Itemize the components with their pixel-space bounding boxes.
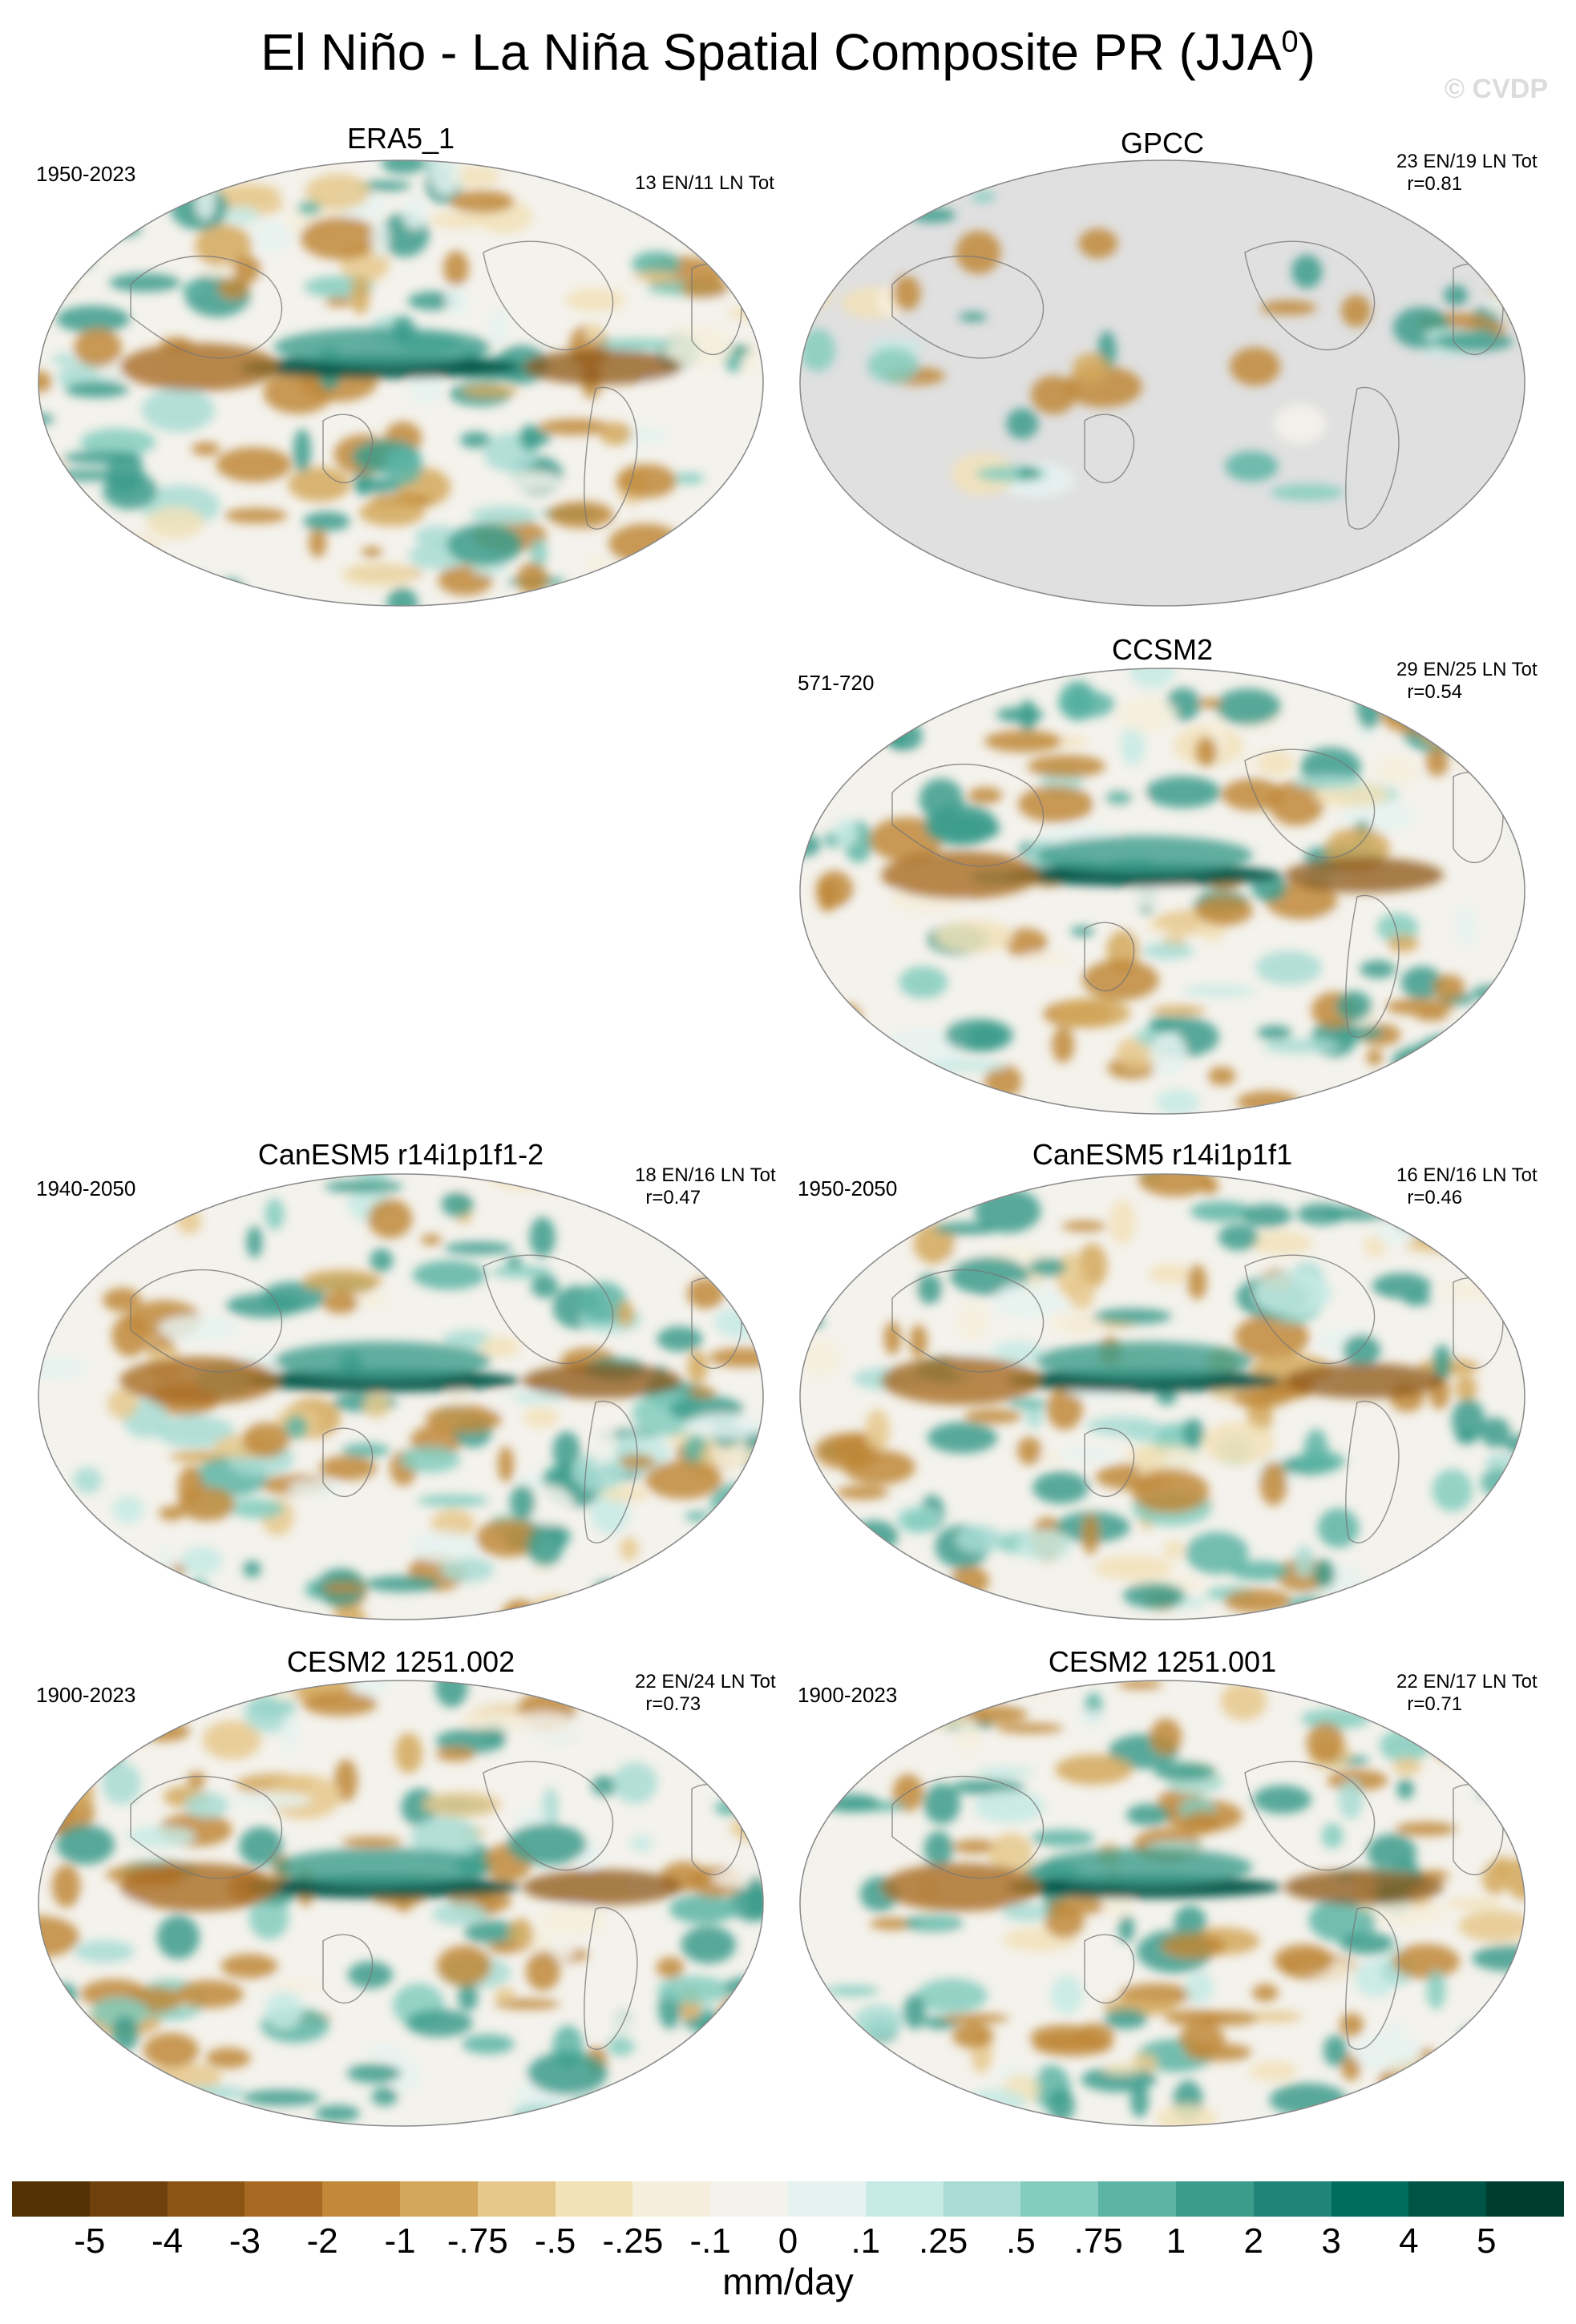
colorbar-tick-label: -3 — [228, 2221, 261, 2261]
colorbar-cell — [12, 2181, 91, 2217]
panel-stats-canesm5-r14i1p1f1-2: 18 EN/16 LN Tot r=0.47 — [635, 1164, 776, 1208]
colorbar-cell — [1331, 2181, 1409, 2217]
colorbar-cell — [632, 2181, 711, 2217]
panel-title-era5-1: ERA5_1 — [346, 122, 455, 155]
panel-period-ccsm2: 571-720 — [798, 671, 875, 695]
map-cesm2-1251-002 — [38, 1680, 764, 2127]
colorbar-tick-label: -4 — [152, 2221, 184, 2261]
panel-period-canesm5-r14i1p1f1: 1950-2050 — [798, 1176, 898, 1200]
map-canesm5-r14i1p1f1 — [799, 1173, 1525, 1620]
colorbar-tick-label: -.25 — [602, 2221, 664, 2261]
colorbar-tick-label: .1 — [851, 2221, 881, 2261]
panel-stats-cesm2-1251-002: 22 EN/24 LN Tot r=0.73 — [635, 1671, 776, 1715]
colorbar-tick-label: -2 — [306, 2221, 338, 2261]
colorbar-tick-label: .75 — [1073, 2221, 1123, 2261]
panel-stats-gpcc: 23 EN/19 LN Tot r=0.81 — [1396, 151, 1538, 195]
panel-title-canesm5-r14i1p1f1-2: CanESM5 r14i1p1f1-2 — [257, 1138, 544, 1171]
panel-stats-era5-1: 13 EN/11 LN Tot — [635, 172, 774, 194]
colorbar-cell — [89, 2181, 168, 2217]
colorbar-tick-label: 4 — [1399, 2221, 1419, 2261]
colorbar-tick-label: .5 — [1006, 2221, 1036, 2261]
colorbar-cell — [1486, 2181, 1565, 2217]
colorbar-tick-label: 1 — [1166, 2221, 1186, 2261]
colorbar-tick-label: -.75 — [447, 2221, 508, 2261]
colorbar-cell — [400, 2181, 479, 2217]
colorbar-cell — [865, 2181, 944, 2217]
map-gpcc — [799, 159, 1525, 607]
colorbar-tick-label: 3 — [1321, 2221, 1341, 2261]
panel-stats-canesm5-r14i1p1f1: 16 EN/16 LN Tot r=0.46 — [1396, 1164, 1538, 1208]
colorbar-cell — [1408, 2181, 1487, 2217]
colorbar-cell — [322, 2181, 401, 2217]
panel-period-cesm2-1251-001: 1900-2023 — [798, 1683, 898, 1707]
panel-title-cesm2-1251-002: CESM2 1251.002 — [286, 1645, 515, 1678]
panel-stats-cesm2-1251-001: 22 EN/17 LN Tot r=0.71 — [1396, 1671, 1538, 1715]
panel-title-canesm5-r14i1p1f1: CanESM5 r14i1p1f1 — [1032, 1138, 1293, 1171]
panel-period-canesm5-r14i1p1f1-2: 1940-2050 — [36, 1176, 136, 1200]
colorbar-cell — [943, 2181, 1021, 2217]
colorbar-cell — [788, 2181, 867, 2217]
map-era5-1 — [38, 159, 764, 607]
colorbar-cell — [167, 2181, 245, 2217]
panel-period-cesm2-1251-002: 1900-2023 — [36, 1683, 136, 1707]
colorbar-tick-label: 5 — [1476, 2221, 1497, 2261]
colorbar-tick-label: 2 — [1243, 2221, 1264, 2261]
colorbar-cell — [1020, 2181, 1099, 2217]
colorbar-tick-label: 0 — [778, 2221, 798, 2261]
colorbar-tick-label: .25 — [919, 2221, 968, 2261]
map-ccsm2 — [799, 668, 1525, 1115]
colorbar-cell — [710, 2181, 789, 2217]
watermark: © CVDP — [1445, 74, 1548, 104]
colorbar-tick-label: -.5 — [534, 2221, 576, 2261]
colorbar-tick-label: -5 — [74, 2221, 106, 2261]
figure-title: El Niño - La Niña Spatial Composite PR (… — [261, 23, 1315, 81]
map-cesm2-1251-001 — [799, 1680, 1525, 2127]
colorbar-tick-label: -.1 — [689, 2221, 731, 2261]
colorbar-cell — [1098, 2181, 1177, 2217]
colorbar-cell — [1253, 2181, 1332, 2217]
colorbar-cell — [244, 2181, 323, 2217]
panel-stats-ccsm2: 29 EN/25 LN Tot r=0.54 — [1396, 659, 1538, 703]
map-canesm5-r14i1p1f1-2 — [38, 1173, 764, 1620]
panel-title-gpcc: GPCC — [1120, 127, 1204, 159]
colorbar — [12, 2181, 1565, 2217]
colorbar-tick-label: -1 — [384, 2221, 416, 2261]
panel-period-era5-1: 1950-2023 — [36, 162, 136, 186]
colorbar-units: mm/day — [722, 2261, 854, 2302]
colorbar-cell — [477, 2181, 556, 2217]
panel-title-cesm2-1251-001: CESM2 1251.001 — [1048, 1645, 1277, 1678]
colorbar-cell — [1176, 2181, 1255, 2217]
panel-title-ccsm2: CCSM2 — [1111, 633, 1214, 666]
colorbar-cell — [555, 2181, 633, 2217]
